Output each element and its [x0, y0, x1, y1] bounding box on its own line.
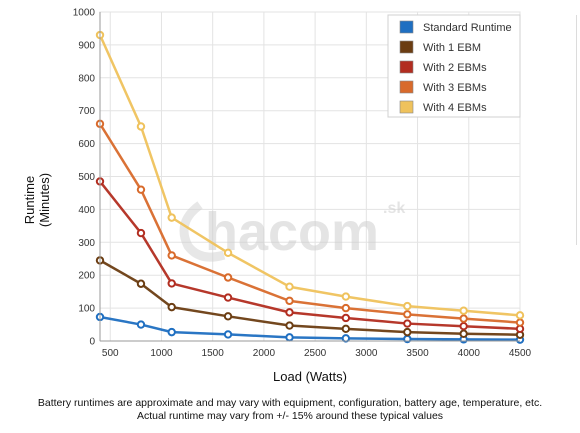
- y-tick-label: 200: [78, 271, 95, 282]
- legend-label: With 4 EBMs: [423, 102, 487, 114]
- data-point: [285, 296, 294, 306]
- data-point: [341, 303, 351, 313]
- x-tick-label: 4000: [458, 348, 481, 359]
- x-tick-label: 2000: [253, 348, 276, 359]
- data-point: [285, 333, 294, 342]
- data-point: [285, 308, 294, 317]
- data-point: [459, 321, 468, 331]
- legend-swatch: [399, 80, 414, 94]
- y-tick-label: 400: [78, 205, 95, 216]
- legend-swatch: [399, 20, 414, 34]
- series-3: [95, 119, 525, 327]
- data-point: [223, 312, 233, 321]
- data-point: [403, 319, 412, 328]
- watermark-logo-suffix: .sk: [383, 200, 405, 217]
- data-point: [223, 248, 233, 258]
- series-4: [95, 30, 525, 320]
- x-tick-label: 2500: [304, 348, 327, 359]
- x-tick-label: 1000: [150, 348, 173, 359]
- data-point: [341, 334, 351, 343]
- data-point: [136, 320, 146, 329]
- data-point: [167, 327, 176, 337]
- y-tick-label: 700: [78, 106, 95, 117]
- panel-divider: [576, 15, 577, 245]
- series-2: [95, 177, 525, 334]
- data-point: [136, 279, 146, 288]
- legend-swatch: [399, 60, 414, 74]
- watermark: hacom .sk: [179, 200, 405, 262]
- data-point: [167, 213, 176, 222]
- legend-label: Standard Runtime: [423, 22, 512, 34]
- data-point: [459, 306, 468, 315]
- data-point: [136, 122, 146, 131]
- data-point: [341, 292, 351, 301]
- y-tick-label: 100: [78, 304, 95, 315]
- data-point: [285, 321, 294, 330]
- runtime-chart: hacom .sk 0 100 200 300 400 500 600 700 800 900 10…: [22, 8, 532, 385]
- footnote-line-2: Actual runtime may vary from +/- 15% aro…: [136, 410, 444, 422]
- data-point: [459, 314, 468, 323]
- y-tick-label: 500: [78, 172, 95, 183]
- y-tick-label: 1000: [73, 8, 96, 19]
- series-0: [95, 312, 525, 344]
- data-point: [285, 282, 294, 291]
- footnote: Battery runtimes are approximate and may…: [0, 397, 580, 423]
- x-tick-label: 1500: [202, 348, 225, 359]
- data-point: [167, 251, 176, 260]
- data-point: [136, 228, 146, 238]
- legend-label: With 1 EBM: [423, 42, 481, 54]
- axes: 0 100 200 300 400 500 600 700 800 900 1000 500 1000 1…: [73, 8, 532, 360]
- legend: Standard Runtime With 1 EBM With 2 EBMs Wit…: [387, 14, 521, 118]
- data-point: [223, 330, 233, 339]
- footnote-line-1: Battery runtimes are approximate and may…: [37, 397, 543, 409]
- watermark-logo-text: hacom: [205, 202, 379, 262]
- y-tick-label: 900: [78, 40, 95, 51]
- legend-swatch: [399, 40, 414, 54]
- legend-label: With 2 EBMs: [423, 62, 487, 74]
- y-axis-label-line1: Runtime: [22, 176, 37, 224]
- x-tick-label: 500: [102, 348, 119, 359]
- x-tick-label: 4500: [509, 348, 532, 359]
- y-tick-label: 300: [78, 238, 95, 249]
- data-point: [459, 329, 468, 338]
- y-tick-label: 0: [89, 337, 95, 348]
- data-point: [167, 279, 176, 288]
- data-point: [341, 313, 351, 323]
- data-point: [223, 273, 233, 282]
- y-axis-label-line2: (Minutes): [37, 173, 52, 227]
- data-point: [403, 310, 412, 319]
- x-tick-label: 3000: [355, 348, 378, 359]
- series-layer: [95, 30, 525, 344]
- data-point: [223, 293, 233, 302]
- x-tick-label: 3500: [406, 348, 429, 359]
- legend-swatch: [399, 100, 414, 114]
- data-point: [515, 311, 525, 320]
- data-point: [403, 301, 412, 311]
- y-tick-label: 800: [78, 73, 95, 84]
- data-point: [341, 324, 351, 334]
- data-point: [136, 185, 146, 194]
- data-point: [403, 327, 412, 337]
- x-axis-label: Load (Watts): [273, 369, 347, 384]
- data-point: [167, 302, 176, 312]
- y-tick-label: 600: [78, 139, 95, 150]
- data-point: [515, 318, 525, 327]
- watermark-swirl-icon: [179, 201, 226, 262]
- legend-label: With 3 EBMs: [423, 82, 487, 94]
